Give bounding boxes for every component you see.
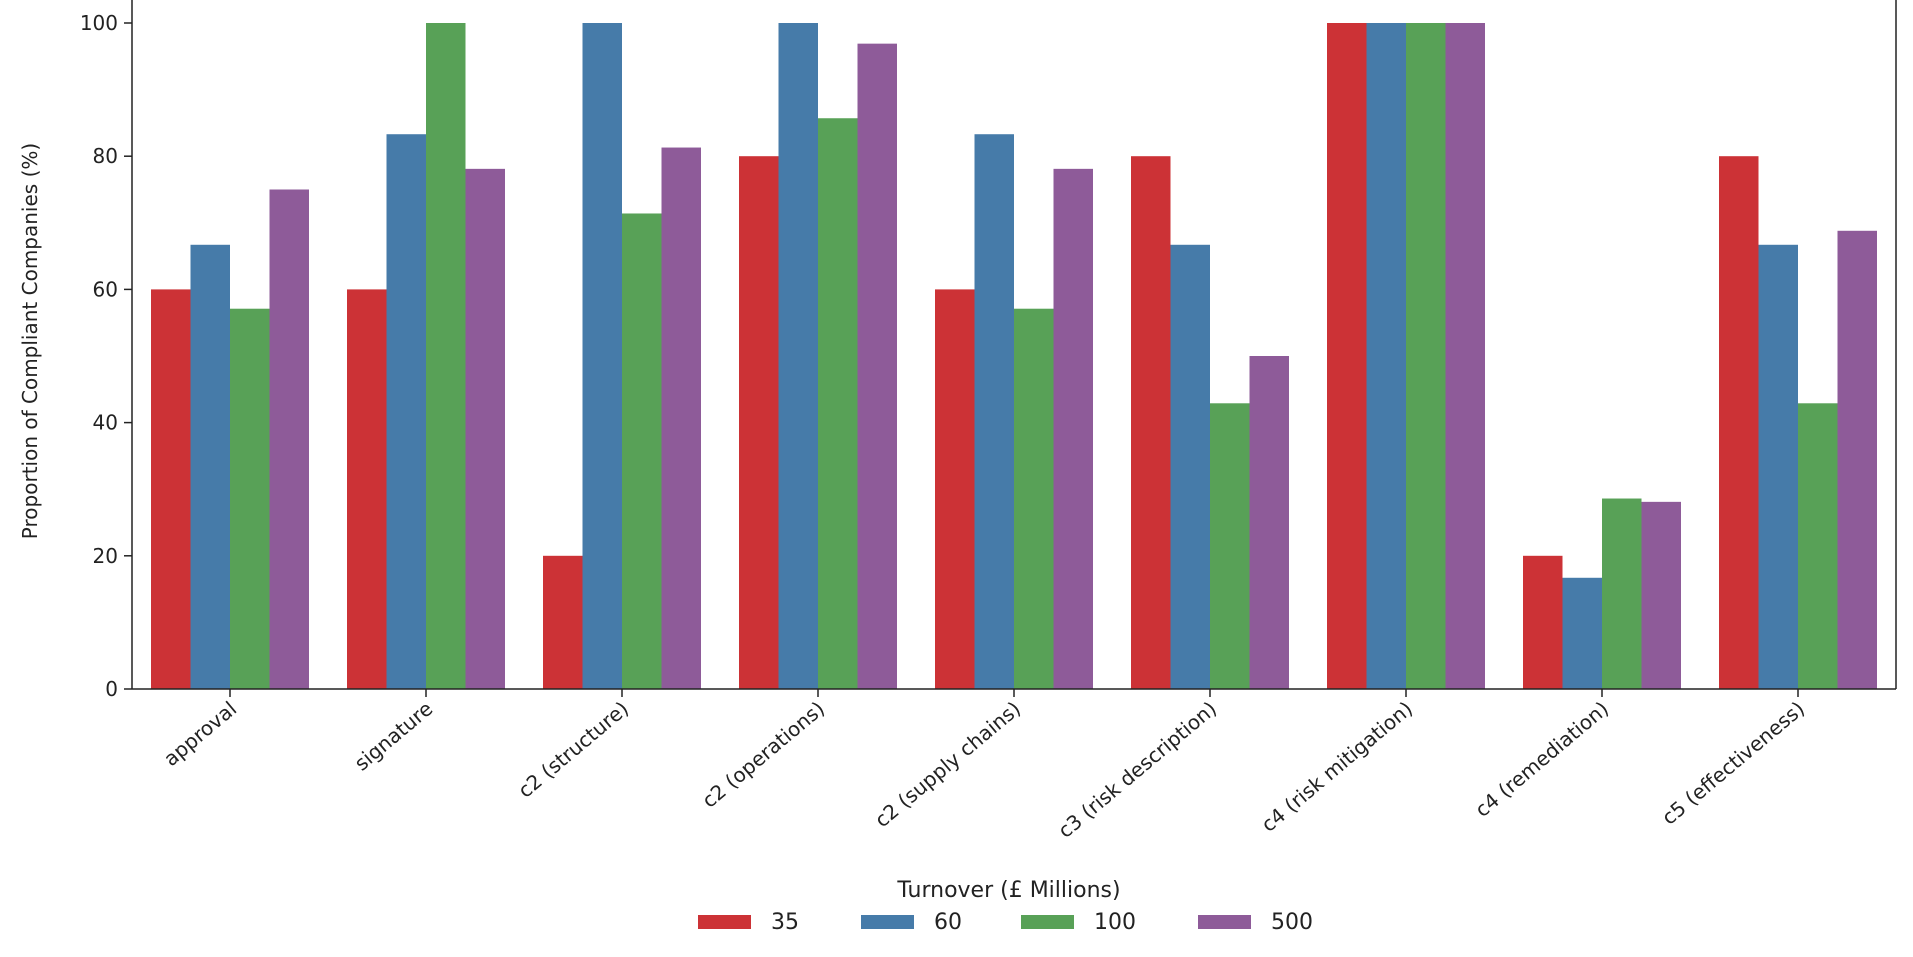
y-tick-label: 60 — [93, 277, 118, 301]
bar-100-8 — [1798, 403, 1838, 689]
x-tick-label: c2 (structure) — [513, 696, 633, 802]
bar-35-6 — [1327, 23, 1367, 689]
bar-100-2 — [622, 213, 662, 690]
bar-35-7 — [1523, 555, 1563, 689]
bar-500-3 — [857, 43, 897, 689]
bar-100-1 — [426, 23, 466, 689]
bar-35-8 — [1719, 156, 1759, 689]
bar-100-3 — [818, 118, 858, 690]
bar-60-7 — [1562, 577, 1602, 689]
x-ticks: approval signature c2 (structure) c2 (opera… — [159, 689, 1809, 843]
bar-35-4 — [935, 289, 975, 689]
bar-60-4 — [974, 134, 1014, 690]
bar-35-3 — [739, 156, 779, 689]
bar-100-6 — [1406, 23, 1446, 689]
bar-60-0 — [190, 244, 230, 689]
bar-500-6 — [1445, 23, 1485, 689]
bar-500-8 — [1837, 230, 1877, 690]
legend-swatch-60 — [861, 915, 914, 929]
legend-swatch-100 — [1021, 915, 1074, 929]
bar-60-5 — [1170, 244, 1210, 689]
bar-500-1 — [465, 168, 505, 690]
y-tick-label: 0 — [105, 677, 118, 701]
x-tick-label: c3 (risk description) — [1053, 696, 1221, 842]
bar-500-5 — [1249, 356, 1289, 689]
legend-label-500: 500 — [1271, 910, 1313, 935]
y-ticks: 0 20 40 60 80 100 — [80, 11, 132, 701]
bar-500-7 — [1641, 501, 1681, 689]
bar-100-4 — [1014, 308, 1054, 689]
legend-swatch-500 — [1198, 915, 1251, 929]
y-tick-label: 40 — [93, 411, 118, 435]
legend-title: Turnover (£ Millions) — [896, 878, 1120, 903]
x-tick-label: c2 (supply chains) — [870, 696, 1025, 832]
x-tick-label: c4 (remediation) — [1470, 696, 1613, 821]
legend-label-60: 60 — [934, 910, 962, 935]
bars-layer — [151, 23, 1877, 690]
legend: Turnover (£ Millions) 35 60 100 500 — [698, 878, 1313, 935]
bar-60-6 — [1366, 23, 1406, 689]
bar-60-8 — [1758, 244, 1798, 689]
bar-35-2 — [543, 555, 583, 689]
x-tick-label: signature — [350, 696, 438, 775]
x-tick-label: c2 (operations) — [697, 696, 829, 812]
bar-500-4 — [1053, 168, 1093, 690]
bar-500-0 — [269, 189, 309, 689]
x-tick-label: c4 (risk mitigation) — [1257, 696, 1418, 836]
bar-35-5 — [1131, 156, 1171, 689]
legend-swatch-35 — [698, 915, 751, 929]
bar-35-0 — [151, 289, 191, 689]
legend-label-100: 100 — [1094, 910, 1136, 935]
x-tick-label: c5 (effectiveness) — [1657, 696, 1809, 829]
bar-60-1 — [386, 134, 426, 690]
y-tick-label: 80 — [93, 144, 118, 168]
bar-60-2 — [582, 23, 622, 689]
y-tick-label: 100 — [80, 11, 118, 35]
bar-100-5 — [1210, 403, 1250, 689]
bar-500-2 — [661, 147, 701, 690]
legend-label-35: 35 — [771, 910, 799, 935]
x-tick-label: approval — [159, 696, 241, 771]
bar-60-3 — [778, 23, 818, 689]
y-tick-label: 20 — [93, 544, 118, 568]
bar-100-7 — [1602, 498, 1642, 689]
y-axis-title: Proportion of Compliant Companies (%) — [18, 143, 42, 539]
bar-100-0 — [230, 308, 270, 689]
bar-35-1 — [347, 289, 387, 689]
